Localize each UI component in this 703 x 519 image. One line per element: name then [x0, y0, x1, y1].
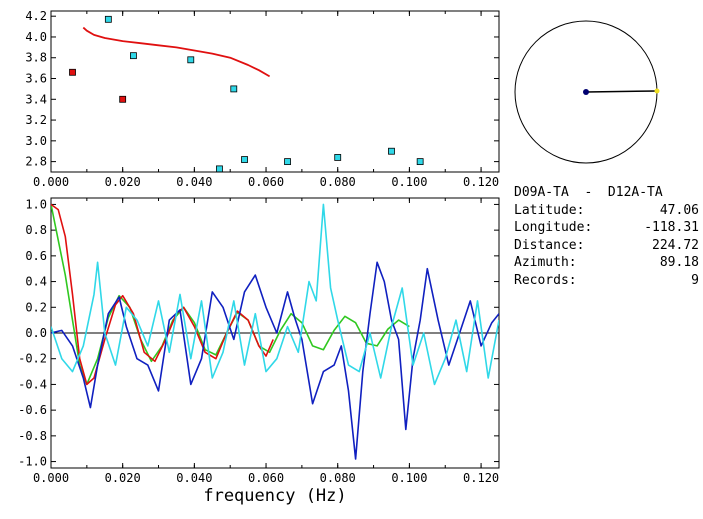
plot-frame [50, 10, 500, 173]
data-point [241, 156, 248, 163]
info-label: Longitude: [514, 220, 593, 236]
target-station-marker [654, 88, 660, 94]
data-point [388, 147, 395, 155]
x-tick-label: 0.120 [463, 175, 499, 189]
series-line [51, 204, 410, 386]
data-point [230, 85, 238, 93]
info-label: Records: [514, 272, 577, 288]
y-tick-label: 0.8 [25, 223, 47, 237]
info-label: Latitude: [514, 202, 585, 218]
y-tick-label: 3.6 [25, 72, 47, 86]
info-row: Azimuth: 89.18 [514, 254, 699, 272]
x-tick-label: 0.000 [33, 175, 69, 189]
y-tick-label: 0.0 [25, 326, 47, 340]
data-point [216, 165, 223, 172]
y-tick-label: 3.4 [25, 92, 47, 106]
y-tick-label: 2.8 [25, 155, 47, 169]
info-row: Longitude: -118.31 [514, 219, 699, 237]
data-point [334, 154, 342, 161]
info-value: 47.06 [659, 202, 699, 218]
x-tick-label: 0.100 [391, 175, 427, 189]
station-info-rows: Latitude: 47.06 Longitude: -118.31 Distance:… [514, 202, 699, 290]
info-value: -118.31 [644, 220, 699, 236]
info-value: 89.18 [659, 255, 699, 271]
dispersion-panel: 0.000 0.020 0.040 0.060 0.080 0.100 0.120 2.8 3.… [25, 9, 500, 189]
x-tick-label: 0.020 [105, 175, 141, 189]
x-tick-label: 0.120 [463, 471, 499, 485]
station-pair-title: D09A-TA - D12A-TA [514, 185, 663, 200]
y-tick-label: 0.2 [25, 300, 47, 314]
y-tick-label: -1.0 [18, 455, 47, 469]
y-tick-label: 3.8 [25, 51, 47, 65]
x-tick-label: 0.020 [105, 471, 141, 485]
x-tick-label: 0.040 [176, 471, 212, 485]
y-tick-label: -0.6 [18, 403, 47, 417]
origin-station-marker [583, 89, 589, 95]
y-tick-label: 3.0 [25, 134, 47, 148]
series-line [51, 261, 499, 460]
data-point [187, 56, 195, 64]
info-value: 9 [691, 272, 699, 288]
correlation-panel: 0.000 0.020 0.040 0.060 0.080 0.100 0.120 1.0 0.… [18, 197, 500, 485]
y-tick-label: 0.6 [25, 249, 47, 263]
station-info-panel: D09A-TA - D12A-TA Latitude: 47.06 Longitud… [514, 184, 699, 290]
series-line [82, 26, 271, 78]
data-point [69, 68, 76, 76]
info-row: Latitude: 47.06 [514, 202, 699, 220]
azimuth-polar-plot [514, 20, 660, 164]
y-tick-label: 4.2 [25, 9, 47, 23]
azimuth-line [585, 90, 658, 93]
info-label: Azimuth: [514, 255, 577, 271]
data-point [284, 158, 291, 166]
y-tick-label: 3.2 [25, 113, 47, 127]
data-point [119, 95, 127, 103]
series-line [51, 203, 274, 386]
y-tick-label: 0.4 [25, 275, 47, 289]
info-value: 224.72 [652, 237, 699, 253]
y-tick-label: 1.0 [25, 197, 47, 211]
x-tick-label: 0.080 [320, 471, 356, 485]
y-tick-label: -0.2 [18, 352, 47, 366]
x-tick-label: 0.060 [248, 471, 284, 485]
x-tick-label: 0.000 [33, 471, 69, 485]
x-axis-label: frequency (Hz) [203, 486, 346, 506]
y-tick-label: 4.0 [25, 30, 47, 44]
x-tick-label: 0.080 [320, 175, 356, 189]
data-point [416, 158, 424, 166]
x-tick-label: 0.100 [391, 471, 427, 485]
info-row: Distance: 224.72 [514, 237, 699, 255]
info-row: Records: 9 [514, 272, 699, 290]
data-point [130, 52, 137, 60]
x-tick-label: 0.060 [248, 175, 284, 189]
x-tick-label: 0.040 [176, 175, 212, 189]
y-tick-label: -0.8 [18, 429, 47, 443]
y-tick-label: -0.4 [18, 377, 47, 391]
info-label: Distance: [514, 237, 585, 253]
series-line [51, 203, 499, 386]
data-point [104, 15, 112, 23]
